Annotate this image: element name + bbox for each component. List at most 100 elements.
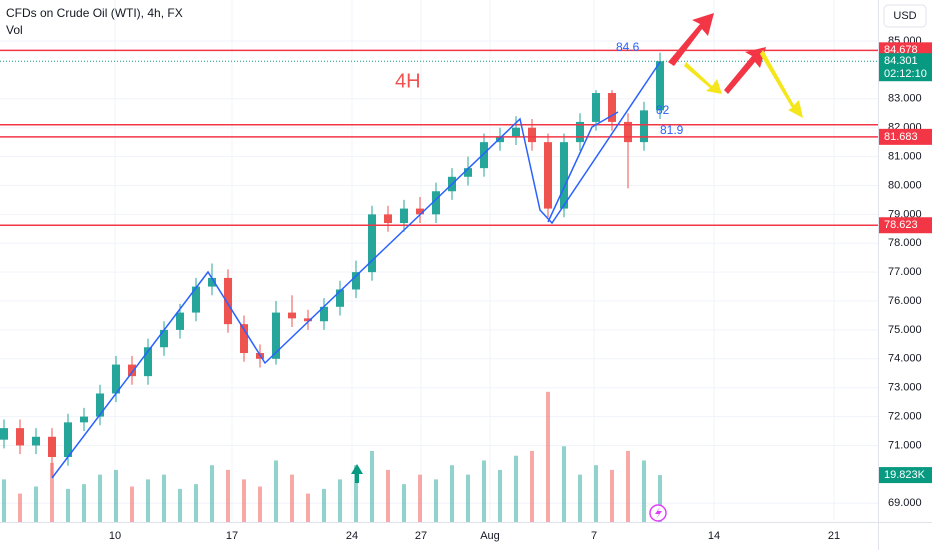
volume-bar	[290, 474, 294, 522]
price-note: 84.6	[616, 40, 640, 54]
arrow-up	[724, 47, 766, 94]
candle-body	[192, 286, 200, 313]
plot	[0, 0, 878, 522]
volume-bar	[466, 474, 470, 522]
volume-bar	[610, 469, 614, 522]
candle-body	[384, 214, 392, 224]
volume-bar	[402, 484, 406, 522]
volume-bar	[50, 462, 54, 522]
volume-bar	[258, 486, 262, 522]
candle-body	[608, 93, 616, 122]
x-tick-label: 27	[415, 530, 427, 542]
candle-body	[176, 312, 184, 330]
volume-bar	[130, 486, 134, 522]
volume-bar	[594, 465, 598, 522]
trend-drawing	[51, 61, 661, 479]
chart-title: CFDs on Crude Oil (WTI), 4h, FX	[6, 6, 183, 20]
x-tick-label: 14	[708, 530, 720, 542]
volume-bar	[226, 469, 230, 522]
volume-bar	[386, 469, 390, 522]
volume-bar	[642, 460, 646, 522]
y-tick-label: 69.000	[888, 497, 922, 509]
volume-bar	[34, 486, 38, 522]
last-price-label: 84.301	[884, 55, 918, 67]
candle-body	[336, 289, 344, 307]
candle-body	[512, 127, 520, 137]
volume-title: Vol	[6, 23, 23, 37]
y-tick-label: 73.000	[888, 382, 922, 394]
timeframe-note: 4H	[395, 70, 421, 92]
candle-body	[0, 428, 8, 440]
volume-bar	[274, 460, 278, 522]
candle-body	[656, 61, 664, 111]
price-note: 82	[656, 103, 670, 117]
candle-body	[464, 168, 472, 177]
candle-body	[208, 277, 216, 287]
volume-bar	[98, 474, 102, 522]
volume-bar	[242, 479, 246, 522]
level-label-box	[879, 217, 932, 234]
arrow-down	[760, 50, 803, 118]
volume-bar	[370, 451, 374, 522]
currency-button[interactable]	[883, 4, 927, 28]
volume-bar	[530, 451, 534, 522]
y-tick-label: 76.000	[888, 295, 922, 307]
volume-bar	[322, 488, 326, 522]
volume-bar	[578, 474, 582, 522]
candle-body	[16, 428, 24, 446]
currency-label[interactable]: USD	[893, 10, 916, 22]
candle-body	[624, 121, 632, 143]
candle-body	[592, 93, 600, 122]
volume-bar	[546, 391, 550, 522]
arrow-up	[668, 13, 714, 66]
candle-body	[544, 142, 552, 209]
candle-body	[480, 142, 488, 169]
candle-body	[240, 324, 248, 354]
trend-drawing	[547, 111, 619, 223]
candle-body	[528, 127, 536, 143]
volume-bar	[418, 474, 422, 522]
x-tick-label: 7	[591, 530, 597, 542]
candle-body	[288, 312, 296, 319]
volume-bar	[210, 465, 214, 522]
volume-bar	[498, 469, 502, 522]
candle-body	[80, 416, 88, 423]
candle-body	[304, 318, 312, 322]
volume-bar	[514, 455, 518, 522]
level-label: 78.623	[884, 219, 918, 231]
y-tick-label: 72.000	[888, 410, 922, 422]
lightning-icon	[655, 507, 662, 519]
volume-bar	[658, 475, 662, 522]
x-tick-label: 24	[346, 530, 358, 542]
level-label-box	[879, 128, 932, 145]
candle-body	[128, 364, 136, 377]
countdown-label: 02:12:10	[884, 68, 927, 80]
candle-body	[64, 422, 72, 458]
candle-body	[352, 272, 360, 290]
volume-label-box	[879, 467, 932, 484]
candle-body	[576, 121, 584, 143]
volume-bar	[562, 446, 566, 522]
y-tick-label: 81.000	[888, 150, 922, 162]
volume-bar	[338, 479, 342, 522]
candle-body	[48, 436, 56, 458]
volume-bar	[18, 493, 22, 522]
candle-body	[400, 208, 408, 224]
candle-body	[432, 191, 440, 215]
candle-body	[416, 208, 424, 215]
forecast-arrows	[668, 13, 803, 118]
x-tick-label: 21	[828, 530, 840, 542]
price-note: 81.9	[660, 123, 684, 137]
candle-body	[368, 214, 376, 273]
volume-label: 19.823K	[884, 469, 926, 481]
volume-bar	[194, 484, 198, 522]
y-tick-label: 78.000	[888, 237, 922, 249]
candle-body	[320, 306, 328, 322]
arrow-down	[684, 62, 722, 94]
volume-bar	[146, 479, 150, 522]
candle-body	[160, 329, 168, 348]
y-tick-label: 77.000	[888, 266, 922, 278]
y-tick-label: 83.000	[888, 93, 922, 105]
candle-body	[272, 312, 280, 359]
